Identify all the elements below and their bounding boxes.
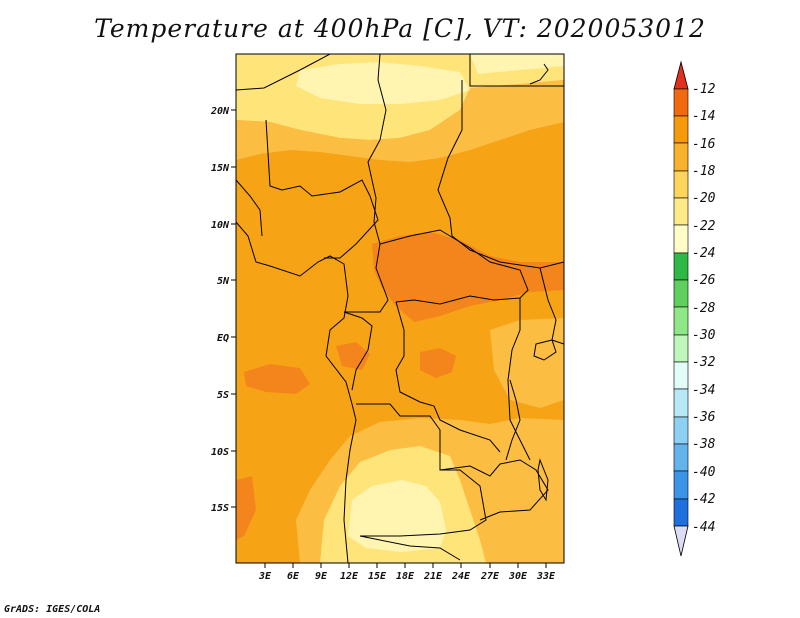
grads-credit: GrADS: IGES/COLA [4,604,101,615]
field-north-pale-east [470,54,564,74]
border-southwest-coast [343,419,357,563]
colorbar-label: -28 [692,301,716,316]
map-frame [235,53,565,564]
colorbar-segment [673,388,689,418]
border-lake-malawi [537,458,549,502]
field-south-pale [348,480,446,552]
border-car [379,229,529,305]
colorbar-label: -30 [692,328,716,343]
border-niger-chad [367,54,387,223]
lon-labels: 3E 6E 9E 12E 15E 18E 21E 24E 27E 30E 33E [258,571,556,582]
colorbar-segment [673,416,689,445]
chart-title: Temperature at 400hPa [C], VT: 202005301… [94,14,706,43]
field-dark-patch-2 [244,364,310,394]
field-dark-belt [372,232,564,322]
lat-label: 15N [211,163,230,174]
lon-label: 24E [451,571,471,582]
colorbar-label: -18 [692,164,716,179]
colorbar-label: -12 [692,82,716,97]
colorbar-labels: -12 -14 -16 -18 -20 -22 -24 -26 -28 -30 … [692,82,716,535]
colorbar-segment [673,170,689,199]
colorbar-segment [673,115,689,144]
lon-label: 27E [480,571,500,582]
border-kenya-uganda [539,267,564,345]
country-borders [236,54,564,563]
colorbar-segment [673,470,689,500]
colorbar-segment [673,142,689,172]
lat-label: 10S [211,447,229,458]
colorbar-segment [673,224,689,254]
border-drc-north [395,301,501,453]
border-namibia [359,535,461,561]
border-angola [356,403,487,537]
colorbar-segment [673,306,689,336]
lon-label: 33E [536,571,556,582]
colorbar-segment [673,88,689,117]
lon-label: 12E [340,571,359,582]
colorbar-segment [673,252,689,281]
colorbar-label: -42 [692,492,716,507]
colorbar-label: -22 [692,219,716,234]
field-dark-patch-3 [236,476,256,540]
colorbar-label: -34 [692,383,715,398]
border-libya-egypt [469,54,564,87]
field-dark-patch-4 [336,342,370,370]
colorbar-segment [673,443,689,472]
colorbar-bottom-arrow [673,525,689,557]
lat-label: 20N [210,106,230,117]
lat-label: 5S [217,390,229,401]
colorbar-label: -36 [692,410,716,425]
border-lake-tanganyika [505,379,521,461]
lon-label: 18E [396,571,415,582]
border-zambia [439,459,549,521]
colorbar-segment [673,279,689,308]
border-west-small [236,179,263,237]
border-east-africa [507,298,531,461]
temperature-field [236,54,564,563]
lon-axis [264,563,547,568]
lat-axis [231,109,236,508]
lon-label: 3E [258,571,272,582]
border-cameroon [344,221,389,313]
colorbar-label: -16 [692,137,716,152]
colorbar-segment [673,361,689,390]
lon-label: 6E [287,571,300,582]
border-sahara-north [236,54,331,91]
colorbar-label: -38 [692,437,716,452]
border-nigeria [265,119,379,259]
colorbar-label: -14 [692,109,715,124]
lon-label: 9E [315,571,328,582]
lat-label: 10N [211,220,230,231]
colorbar-top-arrow [673,60,689,90]
lat-labels: 20N 15N 10N 5N EQ 5S 10S 15S [210,106,230,514]
colorbar-label: -20 [692,191,716,206]
lon-label: 30E [508,571,528,582]
colorbar-label: -24 [692,246,715,261]
lat-label: 5N [217,276,230,287]
colorbar-label: -44 [692,520,715,535]
border-chad-sudan [437,80,463,237]
border-red-sea [529,63,549,85]
colorbar-label: -32 [692,355,716,370]
colorbar-segment [673,498,689,527]
border-congo [343,311,373,391]
colorbar [673,60,689,557]
border-lake-victoria [533,339,557,361]
border-sudan-south [451,235,564,269]
colorbar-label: -40 [692,465,716,480]
border-west-coast [236,221,357,421]
lat-label: EQ [217,333,229,344]
colorbar-segment [673,334,689,363]
colorbar-label: -26 [692,273,716,288]
lon-label: 21E [423,571,443,582]
field-north-pale [296,62,470,104]
field-north-mid [236,80,564,162]
colorbar-segment [673,197,689,226]
field-dark-patch-1 [420,348,456,378]
lat-label: 15S [211,503,229,514]
lon-label: 15E [368,571,387,582]
